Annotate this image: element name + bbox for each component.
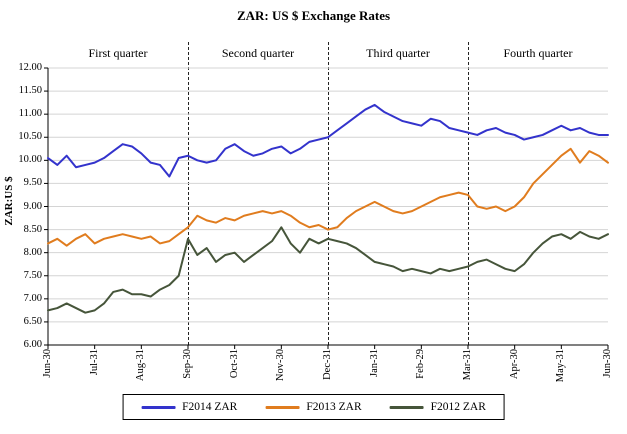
x-tick-label: Feb-29 [415,349,427,379]
chart-title: ZAR: US $ Exchange Rates [236,8,391,23]
quarter-label-first: First quarter [88,46,148,60]
legend-item-f2012: F2012 ZAR [389,401,486,413]
y-tick-label: 11.00 [18,108,42,120]
x-tick-label: May-31 [555,349,567,383]
x-tick-label: Jun-30 [42,349,53,378]
x-tick-label: Jun-30 [602,349,613,378]
legend-line-sample-f2012 [389,405,424,409]
series-line-f2014-zar [47,103,609,178]
quarter-divider-line [188,42,189,345]
y-tick-label: 8.50 [23,223,42,235]
legend-line-sample-f2014 [141,405,176,409]
legend-line-sample-f2013 [265,405,300,409]
quarter-label-fourth: Fourth quarter [503,46,573,60]
quarter-label-third: Third quarter [366,46,430,60]
x-tick-label: Jan-31 [368,349,380,377]
y-tick-label: 10.00 [18,154,42,166]
x-tick-label: Mar-31 [462,349,473,381]
quarter-divider-line [468,42,469,345]
y-tick-label: 7.50 [23,269,42,281]
plot-area [44,67,609,349]
x-tick-label: Dec-31 [322,349,333,380]
x-tick-label: Aug-31 [135,349,147,382]
legend-item-f2013: F2013 ZAR [265,401,362,413]
y-tick-label: 11.50 [18,85,42,97]
y-tick-label: 9.50 [23,177,42,189]
y-tick-label: 10.50 [18,131,42,143]
series-line-f2013-zar [47,147,609,247]
legend-label-f2013: F2013 ZAR [306,401,362,413]
quarter-label-second: Second quarter [221,46,295,60]
x-tick-label: Jul-31 [88,349,100,376]
x-tick-label: Sep-30 [182,349,193,379]
y-tick-label: 6.00 [23,339,42,350]
y-tick-label: 12.00 [18,62,42,73]
x-tick-label: Oct-31 [228,349,240,379]
x-tick-label: Apr-30 [508,349,520,380]
legend: F2014 ZAR F2013 ZAR F2012 ZAR [122,394,505,420]
y-tick-label: 8.00 [23,246,42,258]
legend-label-f2014: F2014 ZAR [182,401,238,413]
legend-item-f2014: F2014 ZAR [141,401,237,413]
quarter-divider-line [328,42,329,345]
x-tick-label: Nov-30 [275,349,287,382]
y-tick-label: 7.00 [23,292,42,304]
y-tick-label: 6.50 [23,315,42,327]
legend-label-f2012: F2012 ZAR [430,401,486,413]
series-line-f2012-zar [47,226,609,314]
y-tick-label: 9.00 [23,200,42,212]
